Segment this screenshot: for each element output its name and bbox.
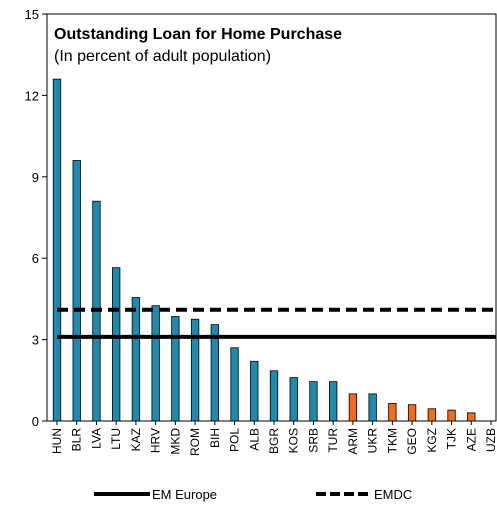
category-label: AZE [464, 428, 478, 451]
bar-tur [329, 381, 338, 422]
category-label: KAZ [129, 428, 143, 451]
bar-kos [289, 377, 298, 422]
category-label: BIH [208, 428, 222, 448]
chart-subtitle: (In percent of adult population) [54, 48, 271, 65]
bar-tkm [388, 402, 397, 422]
legend-label: EM Europe [152, 487, 217, 502]
category-label: POL [228, 428, 242, 452]
y-tick-label: 15 [25, 7, 39, 22]
bar-ltu [112, 267, 121, 422]
category-label: ROM [188, 428, 202, 456]
category-label: LTU [109, 428, 123, 450]
chart-title: Outstanding Loan for Home Purchase [54, 26, 342, 43]
bar-kgz [427, 408, 436, 422]
bar-kaz [131, 297, 141, 422]
bar-pol [230, 347, 239, 422]
category-label: KGZ [425, 428, 439, 453]
bar-hun [52, 78, 62, 422]
legend-label: EMDC [374, 487, 412, 502]
category-label: MKD [168, 428, 182, 455]
category-label: TKM [385, 428, 399, 453]
category-label: TJK [445, 428, 459, 449]
category-label: TUR [326, 428, 340, 453]
y-tick-label: 6 [32, 251, 39, 266]
category-label: HRV [149, 428, 163, 453]
bar-aze [467, 412, 476, 422]
bar-mkd [171, 316, 180, 422]
bar-bih [210, 324, 219, 422]
category-label: HUN [50, 428, 64, 454]
bar-alb [250, 360, 259, 422]
bar-arm [348, 393, 358, 422]
bar-ukr [368, 393, 377, 422]
category-label: ALB [247, 428, 261, 451]
y-tick-label: 0 [32, 414, 39, 429]
bar-rom [190, 318, 200, 422]
bar-blr [72, 160, 81, 422]
category-label: GEO [405, 428, 419, 455]
category-label: BGR [267, 428, 281, 454]
category-label: UKR [366, 428, 380, 454]
bar-geo [407, 404, 417, 422]
category-label: LVA [89, 428, 103, 449]
bar-hrv [151, 305, 160, 422]
y-tick-label: 12 [25, 88, 39, 103]
category-label: BLR [70, 428, 84, 452]
bar-bgr [269, 370, 279, 422]
category-label: UZB [484, 428, 497, 452]
y-tick-label: 3 [32, 333, 39, 348]
category-label: KOS [287, 428, 301, 453]
bar-tjk [447, 409, 456, 422]
y-tick-label: 9 [32, 170, 39, 185]
category-label: ARM [346, 428, 360, 455]
bar-srb [309, 381, 318, 422]
category-label: SRB [306, 428, 320, 453]
